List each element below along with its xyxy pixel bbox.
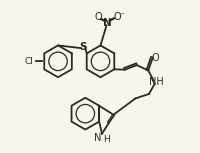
Text: S: S xyxy=(79,42,86,52)
Text: N: N xyxy=(93,133,101,143)
Text: O: O xyxy=(151,52,159,63)
Text: NH: NH xyxy=(148,77,163,87)
Text: H: H xyxy=(103,135,110,144)
Text: O: O xyxy=(94,12,101,22)
Text: ⁻: ⁻ xyxy=(119,11,124,21)
Text: Cl: Cl xyxy=(24,57,33,66)
Text: N: N xyxy=(102,18,111,28)
Text: O: O xyxy=(113,12,120,22)
